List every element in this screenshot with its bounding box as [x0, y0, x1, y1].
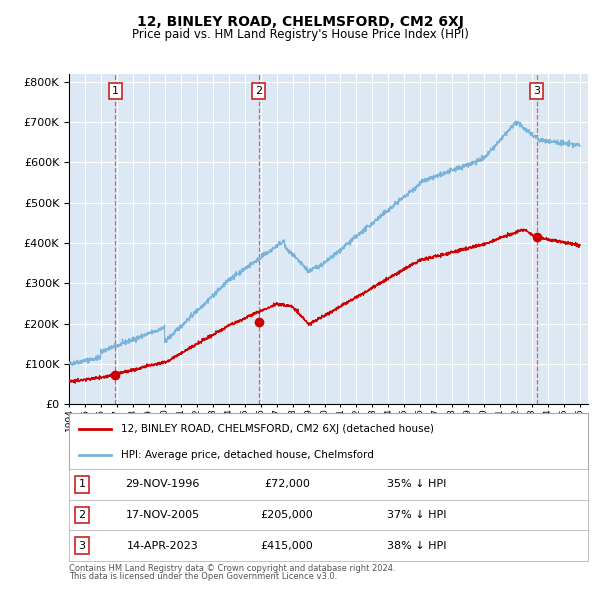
Text: 38% ↓ HPI: 38% ↓ HPI: [387, 541, 446, 550]
Text: 2: 2: [79, 510, 86, 520]
Text: 1: 1: [79, 480, 85, 489]
Text: 17-NOV-2005: 17-NOV-2005: [125, 510, 199, 520]
Text: £72,000: £72,000: [264, 480, 310, 489]
Text: 12, BINLEY ROAD, CHELMSFORD, CM2 6XJ: 12, BINLEY ROAD, CHELMSFORD, CM2 6XJ: [137, 15, 463, 29]
Text: 2: 2: [255, 86, 262, 96]
Text: This data is licensed under the Open Government Licence v3.0.: This data is licensed under the Open Gov…: [69, 572, 337, 581]
Text: 3: 3: [79, 541, 85, 550]
Text: 3: 3: [533, 86, 540, 96]
Text: 12, BINLEY ROAD, CHELMSFORD, CM2 6XJ (detached house): 12, BINLEY ROAD, CHELMSFORD, CM2 6XJ (de…: [121, 424, 434, 434]
Text: 14-APR-2023: 14-APR-2023: [127, 541, 198, 550]
Text: HPI: Average price, detached house, Chelmsford: HPI: Average price, detached house, Chel…: [121, 450, 374, 460]
Text: £205,000: £205,000: [260, 510, 313, 520]
Text: 35% ↓ HPI: 35% ↓ HPI: [387, 480, 446, 489]
Text: 29-NOV-1996: 29-NOV-1996: [125, 480, 200, 489]
Text: £415,000: £415,000: [260, 541, 313, 550]
Text: Price paid vs. HM Land Registry's House Price Index (HPI): Price paid vs. HM Land Registry's House …: [131, 28, 469, 41]
Text: 1: 1: [112, 86, 119, 96]
Text: 37% ↓ HPI: 37% ↓ HPI: [387, 510, 446, 520]
Text: Contains HM Land Registry data © Crown copyright and database right 2024.: Contains HM Land Registry data © Crown c…: [69, 564, 395, 573]
